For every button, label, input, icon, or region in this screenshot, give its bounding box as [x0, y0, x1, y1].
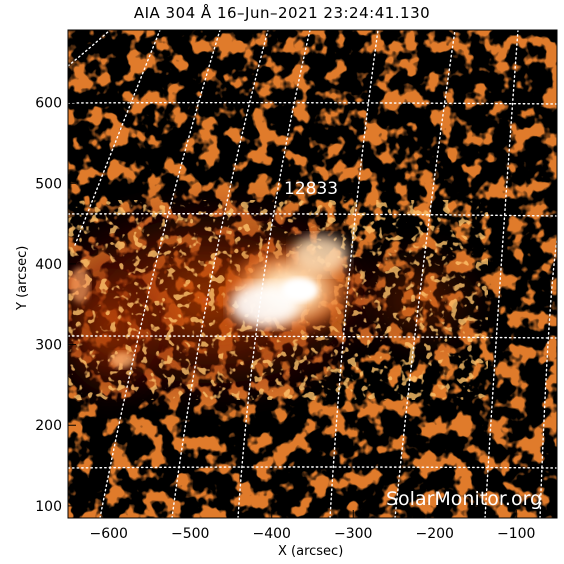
y-tick-label: 300 — [35, 338, 62, 354]
y-tick-label: 600 — [35, 96, 62, 112]
y-tick-label: 200 — [35, 418, 62, 434]
watermark-text: SolarMonitor.org — [386, 488, 542, 510]
x-tick-label: −400 — [253, 526, 291, 542]
active-region-label: 12833 — [284, 179, 338, 199]
x-tick-label: −500 — [171, 526, 209, 542]
solar-image: 12833 SolarMonitor.org — [68, 30, 557, 518]
x-axis: −600 −500 −400 −300 −200 −100 — [90, 510, 535, 542]
x-tick-label: −100 — [497, 526, 535, 542]
y-tick-label: 500 — [35, 176, 62, 192]
heliographic-grid — [68, 30, 557, 518]
y-axis: 600 500 400 300 200 100 — [35, 96, 76, 515]
y-tick-label: 400 — [35, 257, 62, 273]
x-tick-label: −200 — [416, 526, 454, 542]
x-tick-label: −600 — [90, 526, 128, 542]
y-axis-label: Y (arcsec) — [15, 246, 30, 311]
x-tick-label: −300 — [334, 526, 372, 542]
x-axis-label: X (arcsec) — [278, 544, 343, 559]
y-tick-label: 100 — [35, 499, 62, 515]
plot-frame — [67, 29, 558, 519]
image-title: AIA 304 Å 16–Jun–2021 23:24:41.130 — [133, 4, 431, 22]
